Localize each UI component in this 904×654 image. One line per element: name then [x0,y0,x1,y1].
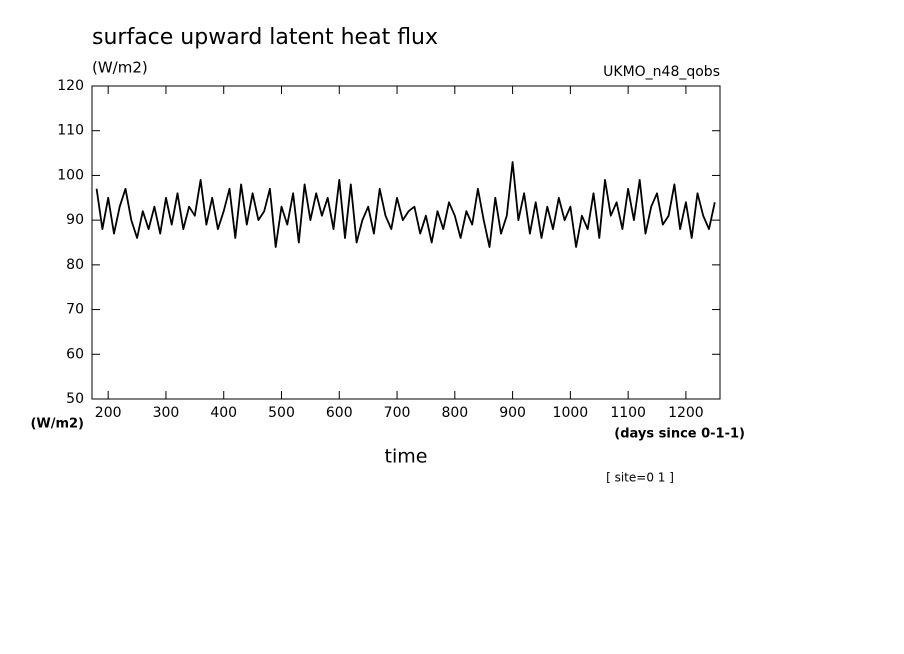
x-tick-label: 200 [95,405,122,421]
x-tick-label: 500 [268,405,295,421]
x-tick-label: 1200 [668,405,704,421]
x-axis-title: time [385,446,428,468]
dataset-label: UKMO_n48_qobs [603,64,720,80]
chart-title: surface upward latent heat flux [92,25,438,50]
x-tick-label: 300 [153,405,180,421]
x-tick-label: 700 [384,405,411,421]
y-tick-label: 50 [66,391,84,407]
x-tick-label: 600 [326,405,353,421]
y-tick-label: 70 [66,302,84,318]
plot-frame [91,85,721,400]
data-line [95,161,716,248]
x-tick-label: 900 [499,405,526,421]
y-tick-label: 100 [57,167,84,183]
subset-label: [ site=0 1 ] [606,471,674,485]
x-tick-label: 400 [210,405,237,421]
y-tick-label: 80 [66,257,84,273]
units-label: (W/m2) [30,417,84,432]
units-label: (W/m2) [92,59,148,77]
y-tick-label: 90 [66,212,84,228]
x-tick-label: 1000 [553,405,589,421]
x-units-label: (days since 0-1-1) [614,427,745,442]
x-tick-label: 800 [441,405,468,421]
y-tick-label: 60 [66,346,84,362]
y-tick-label: 110 [57,123,84,139]
y-tick-label: 120 [57,78,84,94]
x-tick-label: 1100 [610,405,646,421]
